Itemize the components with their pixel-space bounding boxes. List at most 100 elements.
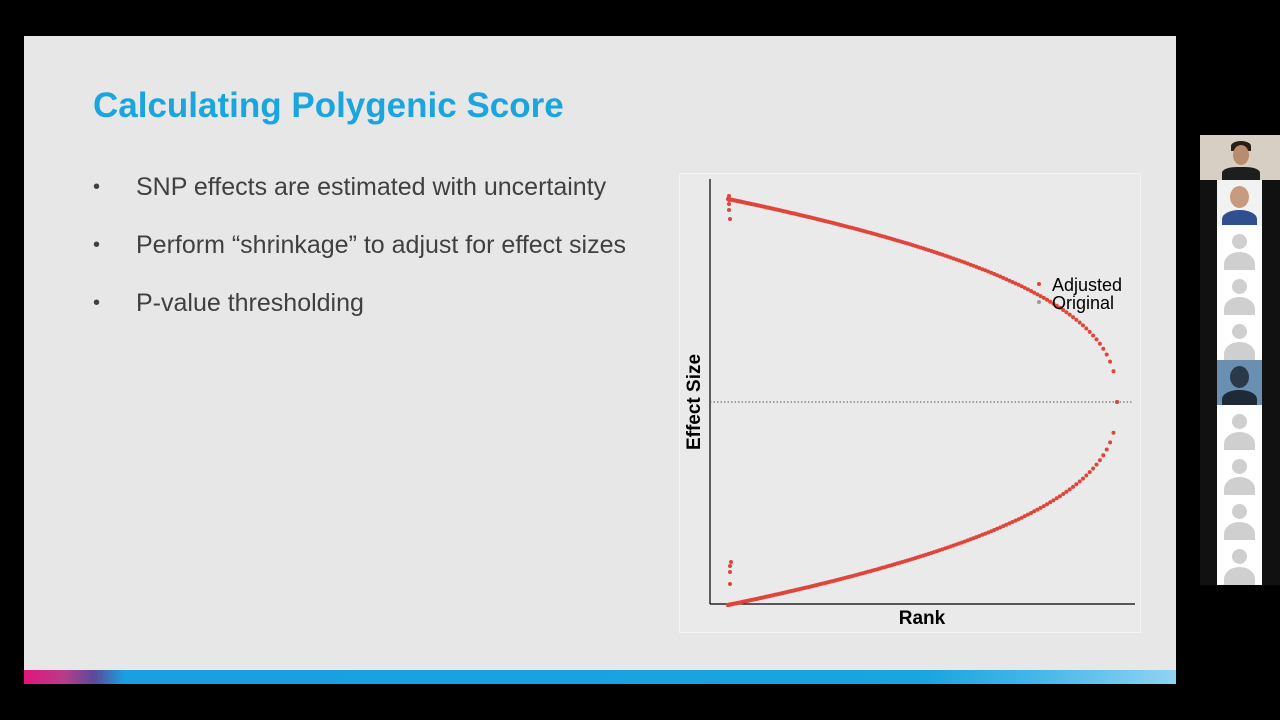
participant-photo-tile[interactable] (1217, 360, 1262, 405)
participant-tile[interactable] (1217, 450, 1262, 495)
adjusted-point (727, 198, 731, 202)
avatar-head-icon (1232, 504, 1247, 519)
adjusted-point (1071, 484, 1075, 489)
adjusted-point (1022, 285, 1027, 290)
slide-footer-bar (24, 670, 1176, 684)
adjusted-point (1013, 518, 1018, 523)
adjusted-point (1077, 320, 1082, 325)
adjusted-point (1108, 359, 1113, 364)
adjusted-point (1045, 502, 1049, 507)
adjusted-point (992, 272, 997, 276)
participant-tile[interactable] (1217, 495, 1262, 540)
avatar-body-icon (1224, 297, 1255, 315)
adjusted-point (1071, 315, 1075, 320)
adjusted-point (1087, 329, 1092, 334)
adjusted-point (995, 273, 1000, 278)
adjusted-point (1091, 466, 1096, 471)
bullet-marker: • (93, 234, 101, 256)
adjusted-point (1041, 504, 1046, 509)
adjusted-point (1025, 287, 1030, 292)
adjusted-point (1111, 430, 1116, 435)
adjusted-point (1108, 440, 1113, 445)
adjusted-point (1038, 294, 1043, 299)
avatar-head-icon (1232, 414, 1247, 429)
adjusted-point (1057, 305, 1062, 310)
adjusted-point (1051, 301, 1056, 306)
participant-tile[interactable] (1217, 225, 1262, 270)
participant-tile[interactable] (1217, 405, 1262, 450)
participant-panel (1200, 135, 1280, 585)
avatar-head-icon (1232, 234, 1247, 249)
adjusted-point (1032, 290, 1037, 295)
adjusted-point (1041, 295, 1046, 300)
adjusted-point (728, 564, 732, 568)
adjusted-point (1045, 297, 1049, 302)
adjusted-point (1010, 520, 1015, 524)
avatar-body-icon (1224, 252, 1255, 270)
bullet-marker: • (93, 292, 101, 314)
bullet-text: P-value thresholding (136, 289, 364, 317)
adjusted-point (1094, 337, 1099, 342)
adjusted-point (1091, 333, 1096, 338)
adjusted-point (977, 534, 982, 538)
avatar-body-icon (1224, 432, 1255, 450)
adjusted-point (729, 560, 733, 564)
adjusted-point (1051, 498, 1056, 503)
adjusted-point (1104, 352, 1109, 357)
adjusted-point (1029, 289, 1034, 293)
adjusted-point (1001, 275, 1006, 280)
participant-tile[interactable] (1217, 540, 1262, 585)
adjusted-point (986, 530, 991, 535)
legend-marker-adjusted (1037, 282, 1041, 286)
speaker-video-tile[interactable] (1200, 135, 1280, 180)
effect-size-chart: Rank Effect Size Adjusted Original (684, 179, 1135, 629)
adjusted-point (727, 194, 731, 198)
adjusted-point (992, 528, 997, 532)
bullet-item: • Perform “shrinkage” to adjust for effe… (93, 220, 653, 271)
legend-label-original: Original (1052, 293, 1114, 313)
adjusted-point (1074, 482, 1079, 487)
adjusted-point (727, 202, 731, 206)
participant-photo-icon (1230, 366, 1249, 388)
bullet-item: • P-value thresholding (93, 278, 653, 329)
bullet-list: • SNP effects are estimated with uncerta… (93, 162, 653, 336)
adjusted-point (1104, 447, 1109, 452)
avatar-body-icon (1224, 522, 1255, 540)
avatar-body-icon (1224, 567, 1255, 585)
chart-panel: Rank Effect Size Adjusted Original (679, 173, 1141, 633)
adjusted-point (1101, 453, 1106, 458)
bullet-text: Perform “shrinkage” to adjust for effect… (136, 231, 627, 259)
adjusted-point (1115, 400, 1119, 404)
participant-shoulders-icon (1222, 210, 1257, 225)
adjusted-point (1016, 282, 1021, 287)
bullet-item: • SNP effects are estimated with uncerta… (93, 162, 653, 213)
adjusted-point (728, 582, 732, 586)
slide-title: Calculating Polygenic Score (93, 86, 564, 125)
adjusted-point (977, 266, 982, 270)
adjusted-point (1004, 522, 1009, 527)
legend-marker-original (1037, 300, 1041, 304)
adjusted-point (1067, 312, 1072, 317)
adjusted-point (1007, 521, 1012, 526)
bullet-marker: • (93, 176, 101, 198)
adjusted-point (1010, 280, 1015, 284)
legend-label-adjusted: Adjusted (1052, 275, 1122, 295)
participant-photo-tile[interactable] (1217, 180, 1262, 225)
adjusted-point (1022, 514, 1027, 519)
adjusted-point (1084, 473, 1089, 478)
participant-tile[interactable] (1217, 315, 1262, 360)
adjusted-point (983, 531, 988, 536)
adjusted-point (1016, 517, 1021, 522)
adjusted-point (1001, 524, 1006, 529)
participant-shoulders-icon (1222, 390, 1257, 405)
bullet-text: SNP effects are estimated with uncertain… (136, 173, 607, 201)
adjusted-point (1048, 500, 1053, 505)
adjusted-point (1013, 281, 1018, 286)
adjusted-point (1064, 489, 1069, 494)
adjusted-point (1019, 515, 1024, 520)
adjusted-point (1111, 369, 1116, 374)
adjusted-point (1025, 512, 1030, 517)
participant-tile[interactable] (1217, 270, 1262, 315)
adjusted-point (728, 570, 732, 574)
adjusted-point (1074, 317, 1079, 322)
